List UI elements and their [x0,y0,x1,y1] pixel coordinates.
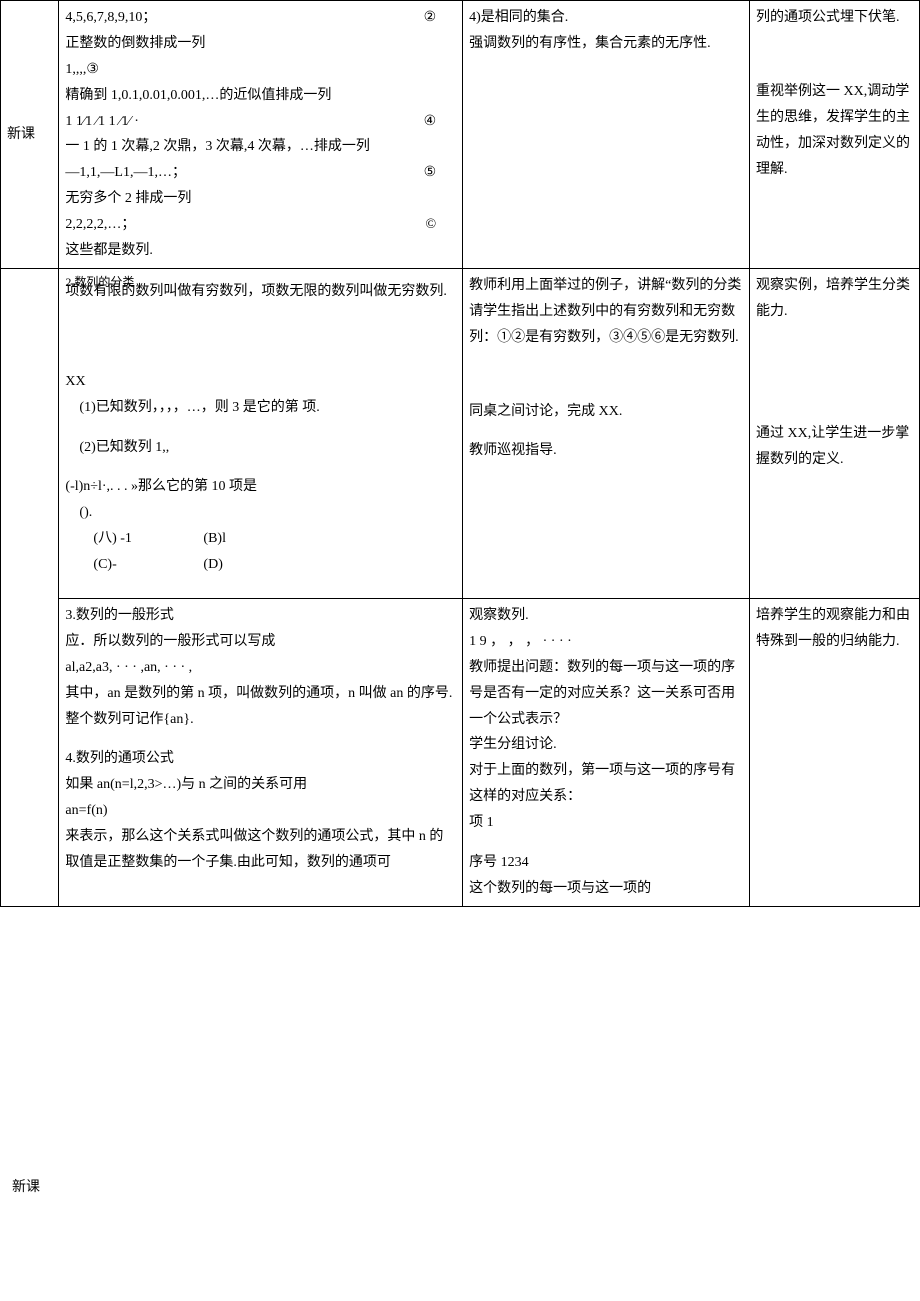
marker-4: ④ [424,109,437,135]
text: 观察实例，培养学生分类能力. [756,273,913,325]
text: 正整数的倒数排成一列 [65,31,456,57]
text: 对于上面的数列，第一项与这一项的序号有这样的对应关系： [469,758,743,810]
option-a: (八) -1 [93,526,203,552]
marker-6: © [426,212,437,238]
text: 列的通项公式埋下伏笔. [756,5,913,31]
table-row: 2.数列的分类 项数有限的数列叫做有穷数列，项数无限的数列叫做无穷数列. XX … [1,268,920,598]
text: 4)是相同的集合. [469,5,743,31]
text: 强调数列的有序性，集合元素的无序性. [469,31,743,57]
text: 这个数列的每一项与这一项的 [469,876,743,902]
intent-cell: 观察实例，培养学生分类能力. 通过 XX,让学生进一步掌握数列的定义. [749,268,919,598]
text: 通过 XX,让学生进一步掌握数列的定义. [756,421,913,473]
table-row: 3.数列的一般形式 应．所以数列的一般形式可以写成 al,a2,a3, · · … [1,599,920,907]
intent-cell: 培养学生的观察能力和由特殊到一般的归纳能力. [749,599,919,907]
text: 同桌之间讨论，完成 XX. [469,399,743,425]
section-heading: 2.数列的分类 [65,271,134,293]
section-heading: 3.数列的一般形式 [65,603,456,629]
question-2a: (2)已知数列 1,, [65,435,456,461]
stage-label [1,268,59,906]
text: 其中，an 是数列的第 n 项，叫做数列的通项，n 叫做 an 的序号. [65,681,456,707]
text: —1,1,—L1,—1,…； [65,165,186,180]
text: 学生分组讨论. [469,732,743,758]
activity-cell: 观察数列. 1 9 ， ， ， · · · · 教师提出问题：数列的每一项与这一… [463,599,750,907]
text: 4,5,6,7,8,9,10； [65,10,156,25]
table-row: 新课 4,5,6,7,8,9,10； ② 正整数的倒数排成一列 1,,,,③ 精确… [1,1,920,269]
text: 如果 an(n=l,2,3>…)与 n 之间的关系可用 [65,772,456,798]
activity-cell: 4)是相同的集合. 强调数列的有序性，集合元素的无序性. [463,1,750,269]
text: 1,,,,③ [65,57,456,83]
marker-5: ⑤ [424,160,437,186]
content-cell: 4,5,6,7,8,9,10； ② 正整数的倒数排成一列 1,,,,③ 精确到 1… [59,1,463,269]
stage-label-row3: 新课 [12,1175,40,1201]
option-c: (C)- [93,552,203,578]
text: al,a2,a3, · · · ,an, · · · , [65,655,456,681]
text: XX [65,369,456,395]
text: 请学生指出上述数列中的有穷数列和无穷数列：①②是有穷数列，③④⑤⑥是无穷数列. [469,299,743,351]
option-d: (D) [203,557,222,572]
text: 培养学生的观察能力和由特殊到一般的归纳能力. [756,603,913,655]
lesson-plan-table: 新课 4,5,6,7,8,9,10； ② 正整数的倒数排成一列 1,,,,③ 精确… [0,0,920,907]
text: 无穷多个 2 排成一列 [65,186,456,212]
section-heading: 4.数列的通项公式 [65,746,456,772]
text: 重视举例这一 XX,调动学生的思维，发挥学生的主动性，加深对数列定义的理解. [756,79,913,183]
text: 序号 1234 [469,850,743,876]
marker-2: ② [424,5,437,31]
text: 观察数列. [469,603,743,629]
option-b: (B)l [203,531,226,546]
text: 这些都是数列. [65,238,456,264]
stage-label: 新课 [1,1,59,269]
text: 应．所以数列的一般形式可以写成 [65,629,456,655]
question-1: (1)已知数列，，，，…，则 3 是它的第 项. [65,395,456,421]
text: 2,2,2,2,…； [65,217,135,232]
content-cell: 2.数列的分类 项数有限的数列叫做有穷数列，项数无限的数列叫做无穷数列. XX … [59,268,463,598]
activity-cell: 教师利用上面举过的例子，讲解“数列的分类 请学生指出上述数列中的有穷数列和无穷数… [463,268,750,598]
question-2b: (-l)n÷l·,. . . »那么它的第 10 项是 [65,474,456,500]
text: 一 1 的 1 次幕,2 次鼎，3 次幕,4 次幕，…排成一列 [65,134,456,160]
question-2c: (). [65,500,456,526]
content-cell: 3.数列的一般形式 应．所以数列的一般形式可以写成 al,a2,a3, · · … [59,599,463,907]
text: 整个数列可记作{an}. [65,707,456,733]
text: 教师利用上面举过的例子，讲解“数列的分类 [469,273,743,299]
text: 1 1⁄1 ⁄1 1 ⁄1⁄ · [65,114,139,129]
intent-cell: 列的通项公式埋下伏笔. 重视举例这一 XX,调动学生的思维，发挥学生的主动性，加… [749,1,919,269]
text: 来表示，那么这个关系式叫做这个数列的通项公式，其中 n 的取值是正整数集的一个子… [65,824,456,876]
text: 教师巡视指导. [469,438,743,464]
text: an=f(n) [65,798,456,824]
text: 精确到 1,0.1,0.01,0.001,…的近似值排成一列 [65,83,456,109]
text: 教师提出问题：数列的每一项与这一项的序号是否有一定的对应关系？这一关系可否用一个… [469,655,743,733]
text: 项 1 [469,810,743,836]
text: 1 9 ， ， ， · · · · [469,629,743,655]
